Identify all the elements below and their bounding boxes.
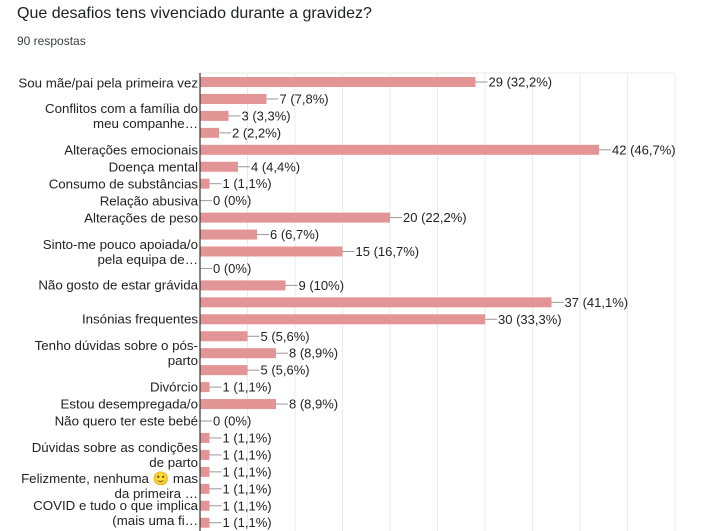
category-label: Dúvidas sobre as condições de parto (31, 439, 198, 470)
bar (200, 229, 257, 240)
data-label: 2 (2,2%) (232, 125, 281, 140)
data-label: 1 (1,1%) (223, 176, 272, 191)
data-label: 5 (5,6%) (261, 329, 310, 344)
data-label: 42 (46,7%) (612, 142, 676, 157)
data-label: 7 (7,8%) (280, 91, 329, 106)
bar (200, 161, 238, 172)
category-label: Conflitos com a família do meu companhe… (45, 100, 198, 131)
data-label: 37 (41,1%) (565, 295, 629, 310)
category-label: Alterações de peso (84, 210, 198, 226)
bar (200, 517, 210, 528)
bar (200, 77, 476, 87)
category-label: Insónias frequentes (81, 311, 198, 327)
data-label: 1 (1,1%) (223, 447, 272, 462)
bar (200, 331, 248, 342)
category-label: Sou mãe/pai pela primeira vez (18, 75, 198, 91)
bar (200, 432, 210, 443)
bar (200, 280, 286, 291)
category-label: Alterações emocionais (64, 142, 198, 158)
category-label: Consumo de substâncias (48, 176, 198, 192)
data-label: 0 (0%) (213, 261, 251, 276)
bar (200, 212, 390, 223)
category-label: Estou desempregada/o (60, 396, 199, 412)
data-label: 8 (8,9%) (289, 397, 338, 412)
data-label: 6 (6,7%) (270, 227, 319, 242)
question-title: Que desafios tens vivenciado durante a g… (17, 5, 372, 22)
category-label: Não gosto de estar grávida (38, 277, 198, 293)
bar (200, 93, 267, 104)
bar (200, 483, 210, 494)
data-label: 1 (1,1%) (223, 515, 272, 530)
category-label: Divórcio (149, 379, 198, 395)
data-label: 5 (5,6%) (261, 363, 310, 378)
data-label: 1 (1,1%) (223, 430, 272, 445)
category-label: Relação abusiva (99, 193, 198, 209)
category-label: Tenho dúvidas sobre o pós-parto (34, 338, 198, 369)
bar (200, 297, 552, 308)
data-label: 8 (8,9%) (289, 346, 338, 361)
data-label: 30 (33,3%) (498, 312, 562, 327)
data-label: 9 (10%) (299, 278, 345, 293)
bar (200, 348, 276, 359)
bar (200, 466, 210, 477)
category-label: Felizmente, nenhuma 🙂 mas da primeira … (21, 470, 198, 501)
bar (200, 127, 219, 138)
category-labels: Sou mãe/pai pela primeira vez Conflitos c… (0, 0, 200, 531)
response-count: 90 respostas (17, 34, 86, 48)
category-label: Não quero ter este bebé (54, 413, 198, 429)
category-label: Sinto-me pouco apoiada/o pela equipa de… (42, 236, 198, 267)
bar (200, 365, 248, 376)
data-label: 1 (1,1%) (223, 481, 272, 496)
data-label: 0 (0%) (213, 193, 251, 208)
bar (200, 144, 599, 155)
bar (200, 500, 210, 511)
bar (200, 110, 229, 121)
data-label: 1 (1,1%) (223, 380, 272, 395)
bar (200, 314, 485, 325)
data-label: 1 (1,1%) (223, 498, 272, 513)
bar (200, 399, 276, 410)
bar (200, 178, 210, 189)
data-label: 29 (32,2%) (489, 75, 553, 90)
data-label: 4 (4,4%) (251, 159, 300, 174)
data-label: 0 (0%) (213, 414, 251, 429)
category-label: Doença mental (108, 159, 198, 175)
data-label: 20 (22,2%) (403, 210, 467, 225)
data-label: 3 (3,3%) (242, 108, 291, 123)
bar (200, 246, 343, 257)
bar (200, 382, 210, 393)
data-label: 1 (1,1%) (223, 464, 272, 479)
bar (200, 449, 210, 460)
category-label: COVID e tudo o que implica (mais uma fi… (33, 497, 198, 528)
data-label: 15 (16,7%) (356, 244, 420, 259)
